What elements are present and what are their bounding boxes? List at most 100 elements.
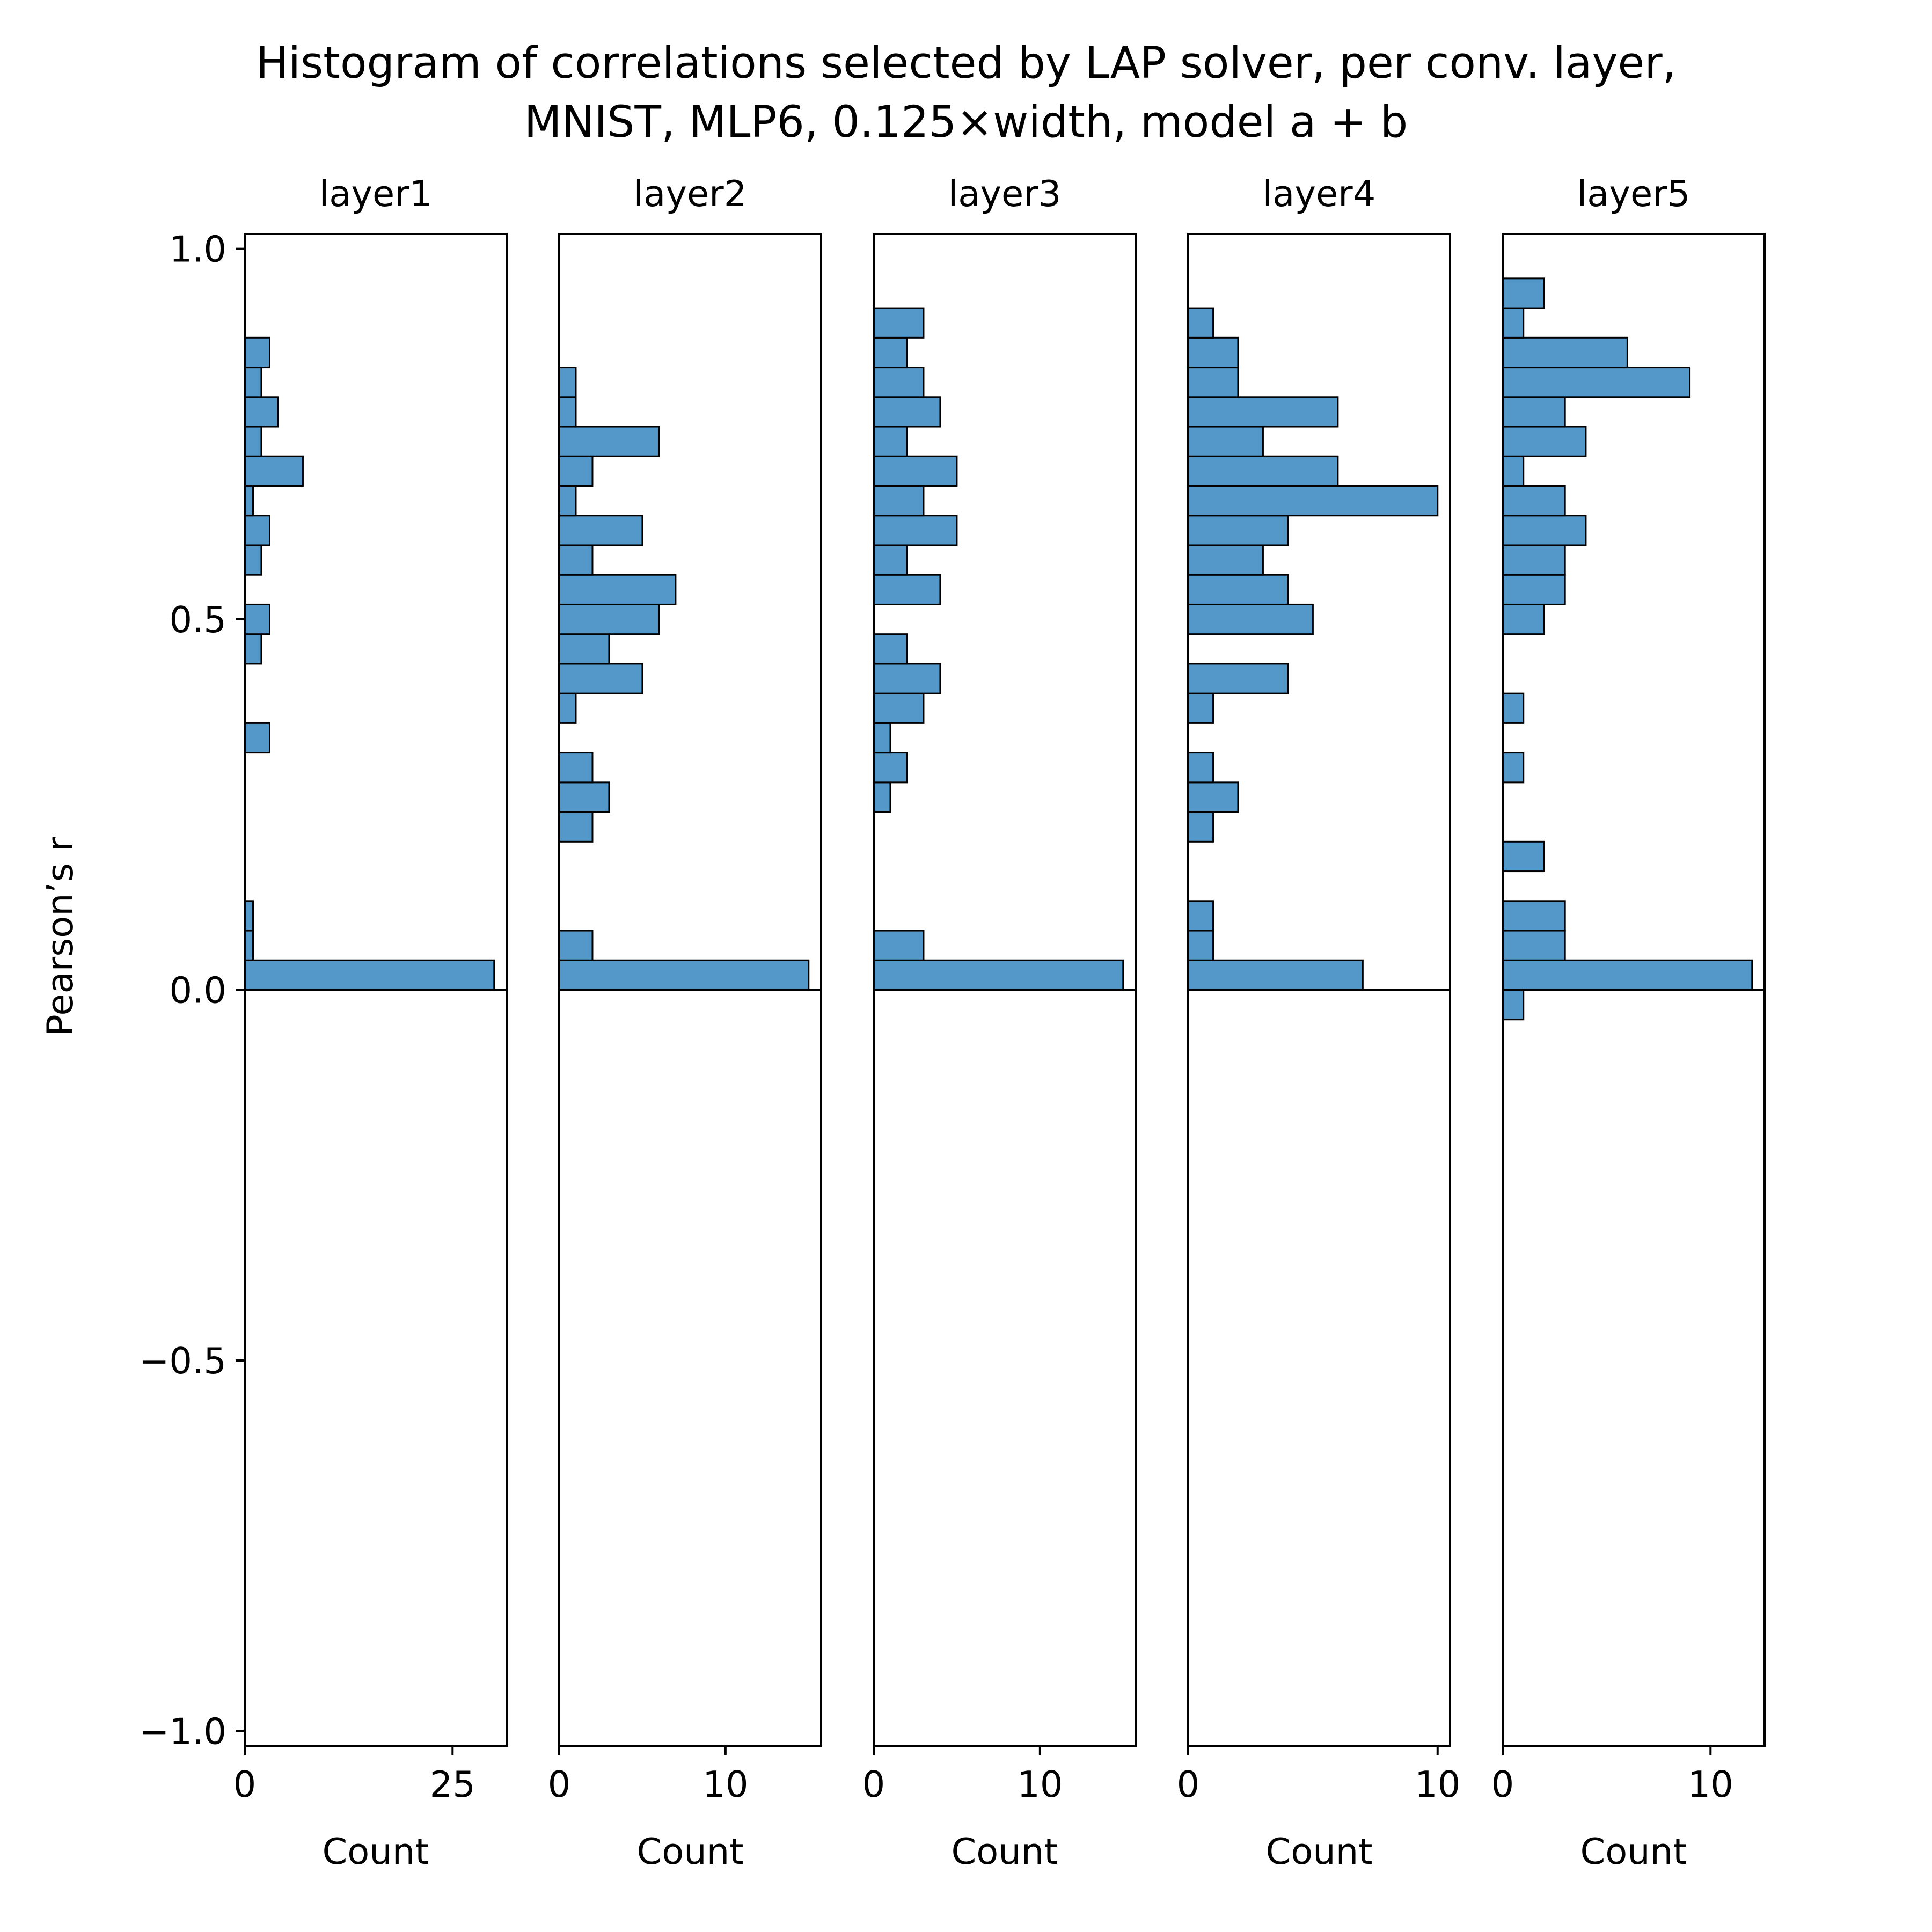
histogram-bar	[1187, 544, 1264, 576]
x-tick-label: 0	[1491, 1763, 1514, 1805]
x-tick-label: 25	[430, 1763, 475, 1805]
x-tick-label: 10	[702, 1763, 748, 1805]
histogram-bar	[1502, 336, 1628, 369]
histogram-bar	[244, 603, 270, 635]
histogram-bar	[1187, 811, 1214, 843]
histogram-bar	[558, 367, 577, 398]
histogram-bar	[558, 603, 660, 635]
panel-frame	[873, 233, 1137, 1747]
histogram-bar	[558, 930, 594, 961]
figure-title-line-1: Histogram of correlations selected by LA…	[256, 38, 1677, 89]
histogram-bar	[873, 781, 891, 813]
histogram-bar	[1187, 396, 1339, 428]
x-axis-label: Count	[637, 1831, 744, 1872]
histogram-bar	[244, 396, 279, 428]
histogram-bar	[558, 663, 643, 694]
histogram-bar	[558, 752, 594, 784]
y-tick-label: 0.5	[169, 599, 226, 641]
histogram-bar	[244, 367, 262, 398]
histogram-bar	[873, 752, 908, 784]
histogram-bar	[558, 692, 577, 724]
histogram-bar	[873, 959, 1124, 991]
histogram-bar	[1187, 426, 1264, 457]
histogram-bar	[1502, 426, 1587, 457]
histogram-bar	[1502, 544, 1566, 576]
histogram-bar	[244, 426, 262, 457]
x-axis-label: Count	[323, 1831, 429, 1872]
histogram-bar	[558, 396, 577, 428]
histogram-bar	[558, 811, 594, 843]
histogram-bar	[1187, 603, 1314, 635]
histogram-bar	[1502, 307, 1525, 339]
histogram-bar	[244, 455, 304, 487]
y-tick-label: −1.0	[139, 1710, 226, 1752]
histogram-bar	[1502, 603, 1545, 635]
panel-layer4: layer4 0 10 Count	[1177, 173, 1461, 1872]
histogram-bar	[244, 930, 254, 961]
histogram-bar	[558, 633, 610, 665]
x-tick-label: 0	[233, 1763, 257, 1805]
histogram-bar	[558, 781, 610, 813]
panel-title: layer2	[634, 173, 747, 215]
histogram-bar	[1187, 900, 1214, 932]
histogram-bar	[1187, 663, 1289, 694]
histogram-bar	[873, 574, 941, 605]
histogram-bar	[1187, 930, 1214, 961]
panel-title: layer4	[1263, 173, 1376, 215]
histogram-bar	[1502, 692, 1525, 724]
histogram-bar	[1187, 781, 1239, 813]
x-tick-label: 10	[1017, 1763, 1063, 1805]
histogram-bar	[1502, 485, 1566, 517]
histogram-bar	[244, 544, 262, 576]
histogram-bar	[244, 722, 270, 754]
histogram-bar	[1502, 277, 1545, 309]
histogram-bar	[873, 544, 908, 576]
histogram-bar	[873, 307, 925, 339]
histogram-bar	[1187, 336, 1239, 369]
histogram-bar	[873, 692, 925, 724]
panel-frame	[558, 233, 822, 1747]
histogram-bar	[1502, 574, 1566, 605]
histogram-bar	[1187, 515, 1289, 546]
histogram-bar	[558, 455, 594, 487]
histogram-bar	[873, 485, 925, 517]
panel-frame	[1502, 233, 1766, 1747]
histogram-bar	[873, 455, 958, 487]
histogram-bar	[1187, 455, 1339, 487]
histogram-bar	[873, 633, 908, 665]
histogram-bar	[1502, 752, 1525, 784]
histogram-bar	[558, 959, 810, 991]
histogram-bar	[1187, 692, 1214, 724]
x-tick-label: 0	[862, 1763, 885, 1805]
x-axis-label: Count	[952, 1831, 1058, 1872]
histogram-bar	[1187, 959, 1364, 991]
histogram-bar	[1502, 455, 1525, 487]
panel-layer2: layer2 0 10 Count	[548, 173, 822, 1872]
panel-title: layer3	[948, 173, 1062, 215]
histogram-bar	[873, 396, 941, 428]
histogram-bar	[244, 633, 262, 665]
histogram-bar	[1502, 930, 1566, 961]
x-tick-label: 10	[1415, 1763, 1460, 1805]
histogram-bar	[1502, 900, 1566, 932]
histogram-bar	[244, 336, 270, 369]
y-axis-label: Pearson’s r	[39, 837, 81, 1036]
histogram-bar	[558, 426, 660, 457]
histogram-bar	[244, 959, 495, 991]
panel-title: layer5	[1577, 173, 1690, 215]
histogram-bar	[873, 336, 908, 369]
histogram-bar	[873, 930, 925, 961]
x-tick-label: 0	[1177, 1763, 1200, 1805]
histogram-bar	[244, 900, 254, 932]
panel-frame	[1187, 233, 1451, 1747]
histogram-bar	[1187, 574, 1289, 605]
histogram-bar	[1502, 515, 1587, 546]
y-tick-label: −0.5	[139, 1340, 226, 1382]
histogram-bar	[558, 485, 577, 517]
histogram-bar	[244, 515, 270, 546]
y-tick-label: 0.0	[169, 970, 226, 1012]
